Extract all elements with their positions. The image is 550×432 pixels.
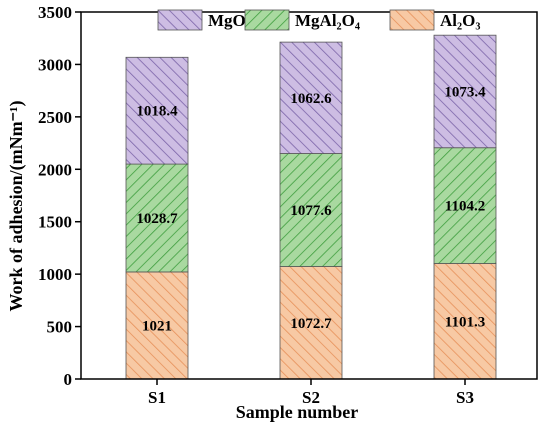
data-label-s2-series-0: 1072.7 [290,316,332,332]
data-label-s3-series-1: 1104.2 [445,199,485,215]
legend-label-2: Al₂O₃ [440,11,480,30]
bars-group [125,34,497,380]
y-tick-label: 2000 [38,160,72,179]
bar-s1-series-2 [125,56,189,165]
bar-s1-series-1 [125,163,189,273]
legend-swatch-0 [157,9,203,31]
data-label-s3-series-0: 1101.3 [445,314,485,330]
x-axis-title: Sample number [236,402,359,422]
y-tick-label: 0 [64,370,73,389]
y-tick-label: 2500 [38,108,72,127]
x-tick-label: S3 [456,388,474,407]
bar-s2-series-0 [279,266,343,380]
axes-group: 0 500 1000 1500 2000 2500 3000 3500 S1 S2 S3 [38,3,538,407]
data-label-s2-series-1: 1077.6 [290,203,332,219]
y-tick-label: 1500 [38,213,72,232]
y-axis-title: Work of adhesion/(mNm⁻¹) [6,101,27,312]
bar-s2-series-2 [279,41,343,154]
data-label-s2-series-2: 1062.6 [290,91,332,107]
x-tick-label: S2 [302,388,320,407]
legend-swatch-2 [389,9,435,31]
legend-label-0: MgO [208,11,246,30]
y-tick-label: 3000 [38,55,72,74]
legend-label-1: MgAl₂O₄ [295,11,360,30]
bar-s3-series-1 [433,147,497,264]
y-tick-label: 3500 [38,3,72,22]
data-label-s1-series-0: 1021 [142,318,172,334]
data-labels-group: 1021 1028.7 1018.4 1072.7 1077.6 1062.6 1101.3… [136,84,486,334]
y-tick-label: 500 [47,318,73,337]
data-label-s1-series-1: 1028.7 [136,211,178,227]
y-tick-label: 1000 [38,265,72,284]
legend-swatch-1 [244,9,290,31]
legend: MgO MgAl₂O₄ Al₂O₃ [157,9,480,31]
data-label-s1-series-2: 1018.4 [136,104,178,120]
bar-s2-series-1 [279,153,343,267]
bar-s3-series-2 [433,34,497,149]
bar-s1-series-0 [125,271,189,380]
x-tick-label: S1 [148,388,166,407]
data-label-s3-series-2: 1073.4 [444,84,486,100]
plot-frame [80,11,538,380]
